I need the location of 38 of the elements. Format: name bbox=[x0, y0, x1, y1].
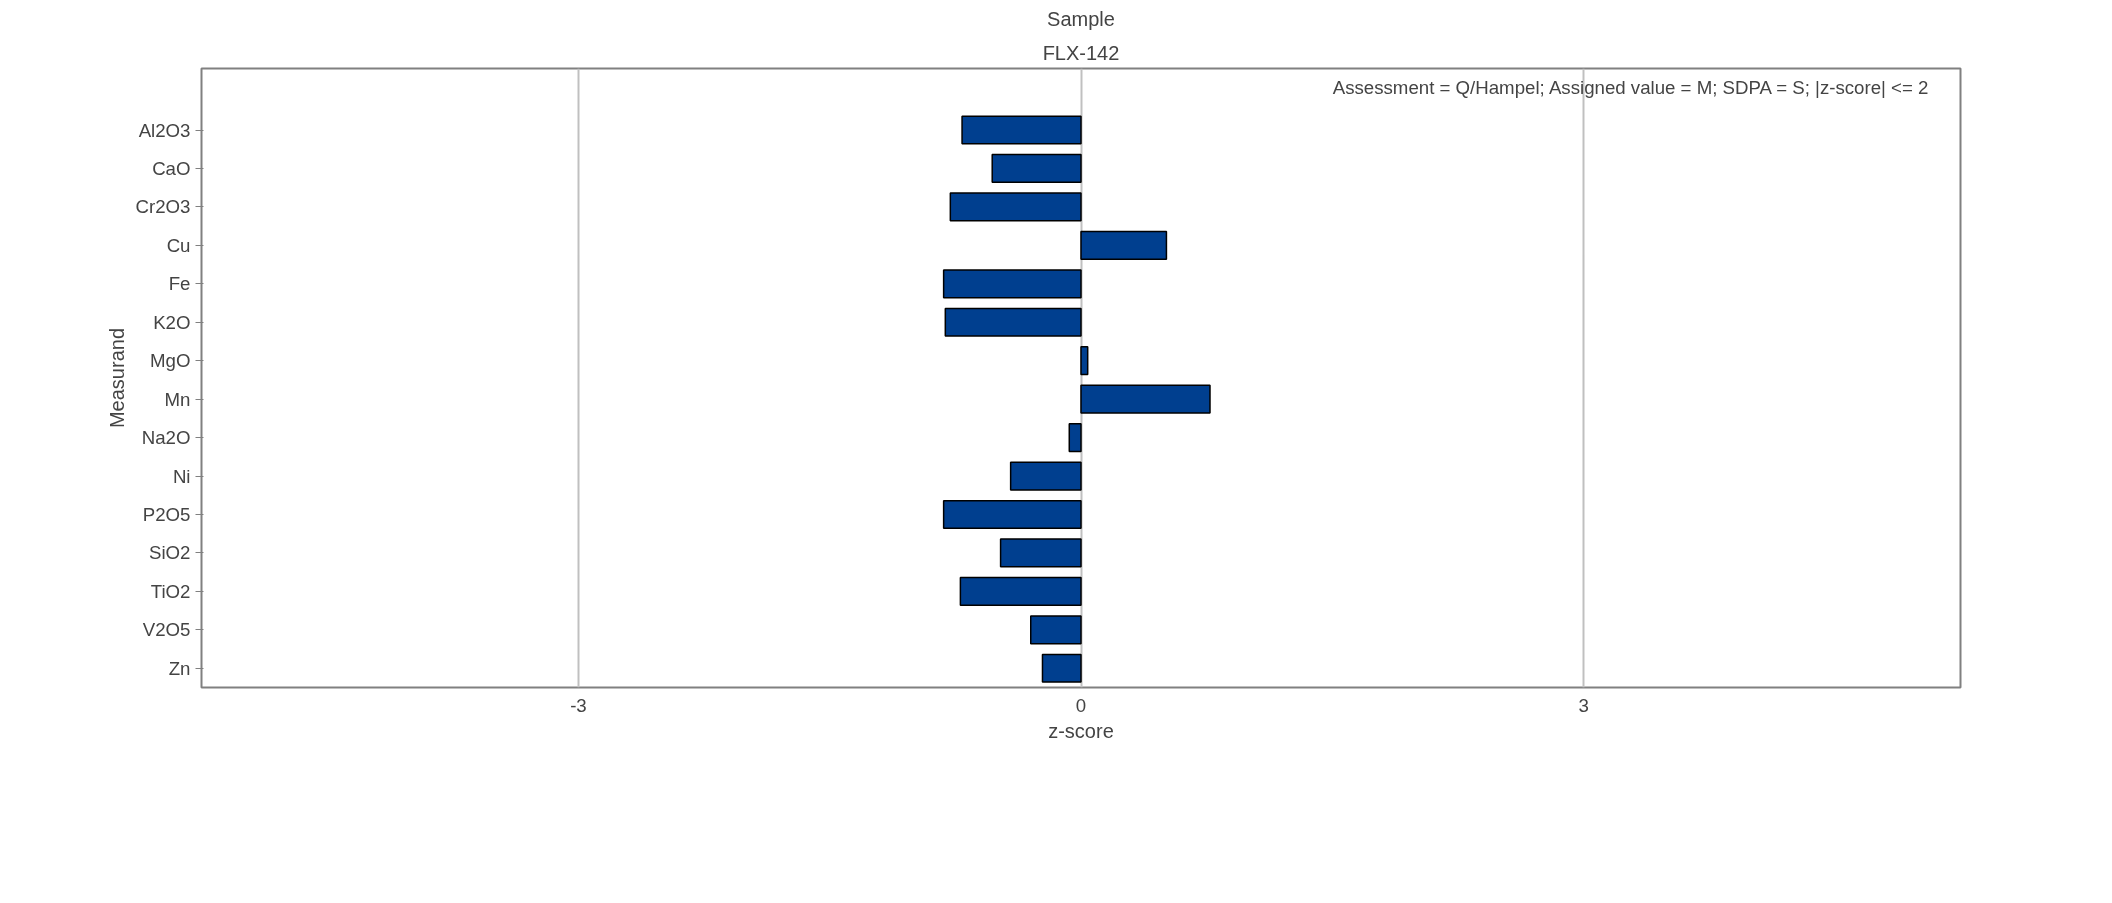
bar bbox=[959, 576, 1082, 606]
y-tick-label: MgO bbox=[150, 350, 191, 372]
y-axis-title: Measurand bbox=[105, 327, 128, 429]
bar bbox=[1029, 615, 1082, 645]
y-tick-label: Ni bbox=[172, 465, 191, 487]
bar bbox=[1080, 384, 1211, 414]
chart-title: Sample bbox=[1047, 7, 1115, 30]
y-tick-label: Na2O bbox=[141, 427, 191, 449]
x-axis-title: z-score bbox=[1048, 719, 1114, 742]
y-tick-label: Fe bbox=[168, 273, 191, 295]
bar bbox=[944, 307, 1082, 337]
bar bbox=[961, 115, 1082, 145]
x-tick-label: -3 bbox=[570, 694, 587, 716]
y-tick-label: Mn bbox=[164, 388, 191, 410]
bar bbox=[942, 499, 1082, 530]
y-tick-label: Al2O3 bbox=[138, 119, 191, 141]
y-tick-label: P2O5 bbox=[142, 503, 191, 525]
y-tick-label: Zn bbox=[168, 657, 191, 679]
y-tick-label: K2O bbox=[153, 311, 191, 333]
y-tick-label: Cu bbox=[166, 234, 191, 256]
bar bbox=[1080, 346, 1089, 376]
y-tick-label: V2O5 bbox=[142, 619, 191, 641]
y-tick-label: SiO2 bbox=[149, 542, 191, 564]
x-tick-label: 3 bbox=[1578, 694, 1589, 716]
y-tick-label: CaO bbox=[152, 157, 191, 179]
bar bbox=[1009, 461, 1082, 491]
chart-subtitle: FLX-142 bbox=[1042, 41, 1120, 64]
bar bbox=[1041, 653, 1082, 683]
x-tick-label: 0 bbox=[1075, 694, 1087, 716]
text: Assessment = Q/Hampel; Assigned value = M; SDPA = S; |z-score| <= 2 bbox=[1332, 77, 1929, 99]
bar bbox=[942, 269, 1082, 299]
bar bbox=[999, 538, 1082, 568]
y-tick-label: TiO2 bbox=[150, 580, 191, 602]
bar bbox=[1080, 230, 1168, 260]
bar bbox=[991, 153, 1082, 184]
bar bbox=[1068, 423, 1082, 453]
bar bbox=[949, 192, 1082, 222]
y-tick-label: Cr2O3 bbox=[135, 196, 191, 218]
